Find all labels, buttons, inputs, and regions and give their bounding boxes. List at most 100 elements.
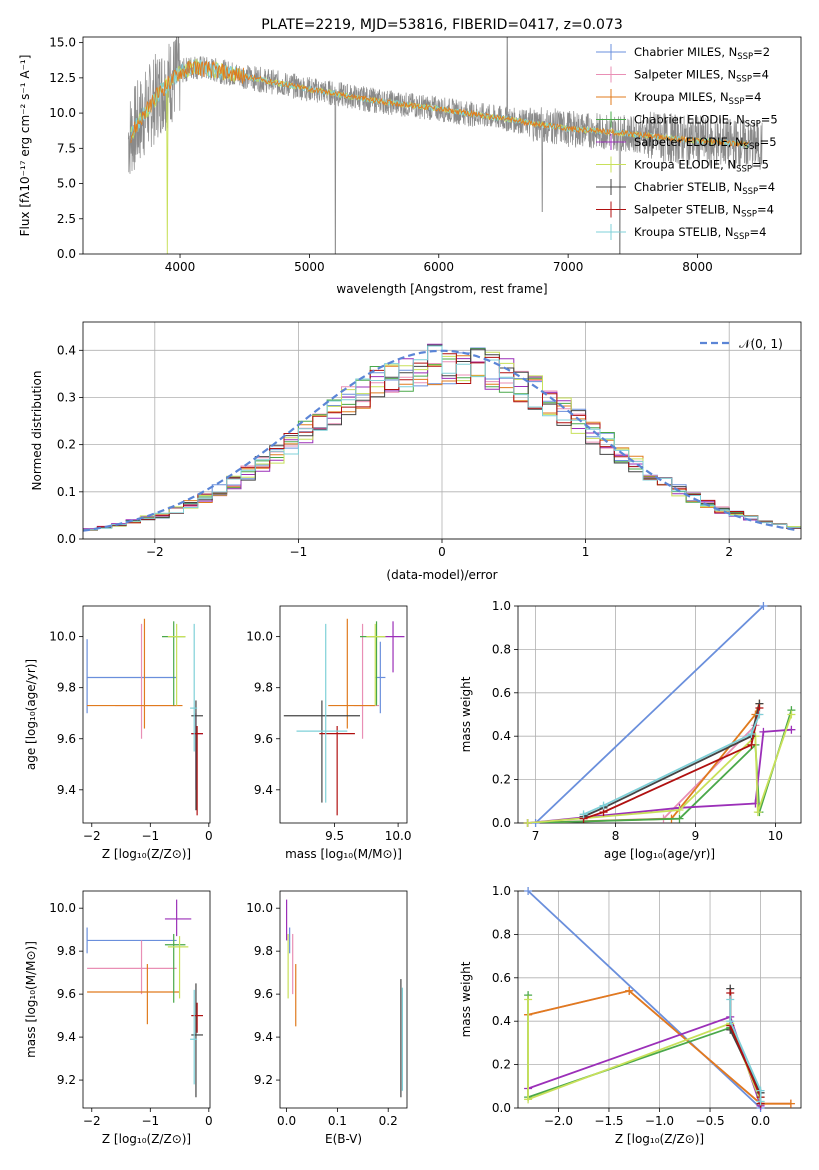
mass-vs-metallicity-panel: −2 −1 0 9.2 9.4 9.6 9.8 10.0 Z [log₁₀(Z/Z⊙)] mass… bbox=[24, 890, 213, 1146]
axes-frame bbox=[279, 605, 408, 824]
x-axis-label: age [log₁₀(age/yr)] bbox=[604, 847, 715, 861]
x-tick-label: −1 bbox=[290, 545, 308, 559]
mass-weight-line bbox=[527, 989, 791, 1105]
mass-weight-marker bbox=[787, 725, 796, 734]
y-axis-label: mass weight bbox=[459, 961, 473, 1037]
mass-weight-line bbox=[729, 993, 762, 1104]
y-tick-label: 0.8 bbox=[492, 642, 511, 656]
axes-frame bbox=[82, 890, 211, 1109]
legend-entry-sub: SSP bbox=[734, 232, 750, 242]
y-tick-label: 10.0 bbox=[49, 106, 76, 120]
x-tick-label: 9 bbox=[692, 829, 700, 843]
model-spectrum-line bbox=[130, 60, 749, 148]
x-tick-label: 0.0 bbox=[751, 1114, 770, 1128]
x-tick-label: 8 bbox=[612, 829, 620, 843]
x-tick-label: 9.5 bbox=[325, 829, 344, 843]
legend-entry-base: Kroupa MILES, N bbox=[634, 90, 729, 104]
y-tick-label: 0.3 bbox=[57, 390, 76, 404]
legend-entry-tail: =4 bbox=[752, 68, 769, 82]
x-tick-label: −2 bbox=[146, 545, 164, 559]
chart-title: PLATE=2219, MJD=53816, FIBERID=0417, z=0… bbox=[261, 17, 623, 33]
mass-weight-line bbox=[583, 714, 761, 816]
legend-entry-tail: =2 bbox=[753, 45, 770, 59]
x-tick-label: −1 bbox=[141, 829, 159, 843]
y-tick-label: 5.0 bbox=[57, 177, 76, 191]
mass-weight-marker bbox=[726, 995, 735, 1004]
legend-entry-base: Kroupa STELIB, N bbox=[634, 225, 734, 239]
y-axis-label: mass weight bbox=[459, 676, 473, 752]
y-tick-label: 9.8 bbox=[254, 944, 273, 958]
mass-weight-line bbox=[527, 1015, 762, 1107]
legend-entry: Chabrier STELIB, NSSP=4 bbox=[634, 180, 775, 197]
mass-weight-marker bbox=[599, 801, 608, 810]
axes-frame bbox=[279, 890, 408, 1109]
mass-weight-marker bbox=[524, 995, 533, 1004]
x-tick-label: 8000 bbox=[682, 260, 713, 274]
y-tick-label: 0.2 bbox=[57, 438, 76, 452]
legend-entry: Salpeter MILES, NSSP=4 bbox=[634, 68, 769, 85]
mass-weight-marker bbox=[579, 810, 588, 819]
legend-entry-base: Salpeter ELODIE, N bbox=[634, 135, 744, 149]
x-tick-label: −2.0 bbox=[544, 1114, 573, 1128]
mass-weight-marker bbox=[524, 887, 533, 895]
mass-weight-marker bbox=[756, 1086, 765, 1095]
y-tick-label: 0.1 bbox=[57, 485, 76, 499]
y-tick-label: 0.6 bbox=[492, 686, 511, 700]
y-tick-label: 9.4 bbox=[254, 1030, 273, 1044]
y-tick-label: 0.0 bbox=[492, 816, 511, 830]
y-tick-label: 9.2 bbox=[254, 1073, 273, 1087]
axes-frame bbox=[517, 605, 802, 824]
x-tick-label: 6000 bbox=[423, 260, 454, 274]
mass-weight-marker bbox=[753, 808, 762, 817]
axes-frame bbox=[82, 605, 211, 824]
x-tick-label: 0 bbox=[438, 545, 446, 559]
mass-weight-marker bbox=[759, 602, 768, 610]
legend-entry: Kroupa MILES, NSSP=4 bbox=[634, 90, 761, 107]
mass-weight-marker bbox=[675, 805, 684, 814]
y-tick-label: 9.8 bbox=[254, 681, 273, 695]
x-tick-label: 1 bbox=[582, 545, 590, 559]
mass-weight-marker bbox=[747, 730, 756, 739]
x-tick-label: −0.5 bbox=[695, 1114, 724, 1128]
y-tick-label: 9.6 bbox=[57, 732, 76, 746]
axes-frame bbox=[82, 321, 802, 540]
x-tick-label: 7000 bbox=[553, 260, 584, 274]
legend-entry: Chabrier MILES, NSSP=2 bbox=[634, 45, 770, 62]
legend-entry-sub: SSP bbox=[737, 52, 753, 62]
y-tick-label: 0.2 bbox=[492, 1058, 511, 1072]
x-axis-label: mass [log₁₀(M/M⊙)] bbox=[285, 847, 402, 861]
legend-entry: Chabrier ELODIE, NSSP=5 bbox=[634, 113, 778, 130]
x-tick-label: −2 bbox=[83, 829, 101, 843]
y-axis-label: mass [log₁₀(M/M⊙)] bbox=[24, 941, 38, 1058]
y-axis-label: Normed distribution bbox=[30, 371, 44, 491]
legend-entry-tail: =5 bbox=[761, 113, 778, 127]
legend-entry-sub: SSP bbox=[745, 120, 761, 130]
x-tick-label: 0.0 bbox=[277, 1114, 296, 1128]
y-axis-label: age [log₁₀(age/yr)] bbox=[24, 659, 38, 770]
legend-entry-sub: SSP bbox=[729, 97, 745, 107]
legend-entry-tail: =5 bbox=[752, 158, 769, 172]
x-tick-label: −2 bbox=[83, 1114, 101, 1128]
mass-weight-marker bbox=[523, 819, 532, 827]
y-tick-label: 10.0 bbox=[49, 630, 76, 644]
legend-entry-sub: SSP bbox=[741, 210, 757, 220]
legend-entry-base: Chabrier STELIB, N bbox=[634, 180, 742, 194]
y-tick-label: 9.4 bbox=[57, 1030, 76, 1044]
y-tick-label: 0.8 bbox=[492, 927, 511, 941]
mass-weight-marker bbox=[759, 727, 768, 736]
legend-entry-base: Kroupa ELODIE, N bbox=[634, 158, 736, 172]
legend-entry-tail: =4 bbox=[749, 225, 766, 239]
x-tick-label: 7 bbox=[532, 829, 540, 843]
legend-entry-tail: =4 bbox=[744, 90, 761, 104]
mass-weight-line bbox=[527, 999, 762, 1102]
mass-weight-marker bbox=[786, 1099, 795, 1108]
spectrum-panel: 4000 5000 6000 7000 8000 0.0 2.5 5.0 7.5 10.0 12.5… bbox=[18, 17, 802, 296]
weight-vs-metallicity-panel: −2.0 −1.5 −1.0 −0.5 0.0 0.0 0.2 0.4 0.6 0.8 1.0 Z [… bbox=[459, 884, 802, 1146]
y-tick-label: 1.0 bbox=[492, 599, 511, 613]
legend-entry-base: Chabrier MILES, N bbox=[634, 45, 737, 59]
normal-reference-curve bbox=[83, 349, 799, 532]
mass-vs-ebv-panel: 0.0 0.1 0.2 9.2 9.4 9.6 9.8 10.0 E(B-V) bbox=[246, 890, 408, 1146]
legend-entry: 𝒩(0, 1) bbox=[739, 337, 783, 351]
x-tick-label: 10.0 bbox=[385, 829, 412, 843]
